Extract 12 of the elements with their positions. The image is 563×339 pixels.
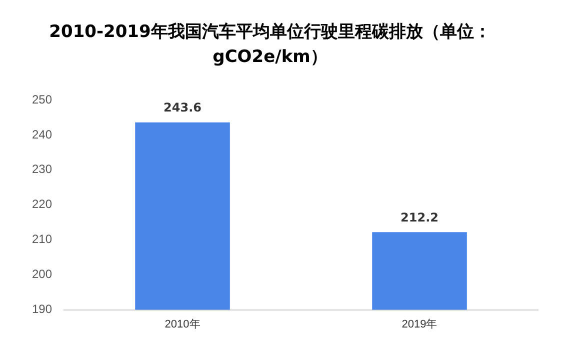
y-tick-label: 200: [32, 267, 52, 282]
y-tick-label: 190: [32, 302, 52, 316]
y-tick-label: 240: [32, 127, 52, 142]
x-tick-label: 2019年: [402, 318, 438, 330]
chart-title: 2010-2019年我国汽车平均单位行驶里程碳排放（单位：gCO2e/km）: [48, 21, 492, 69]
y-tick-label: 250: [32, 92, 52, 106]
y-tick-label: 210: [32, 232, 52, 246]
y-tick-label: 220: [32, 197, 52, 212]
data-label: 212.2: [400, 210, 438, 224]
x-tick-label: 2010年: [164, 318, 200, 330]
y-tick-label: 230: [32, 162, 52, 176]
data-label: 243.6: [164, 100, 202, 115]
